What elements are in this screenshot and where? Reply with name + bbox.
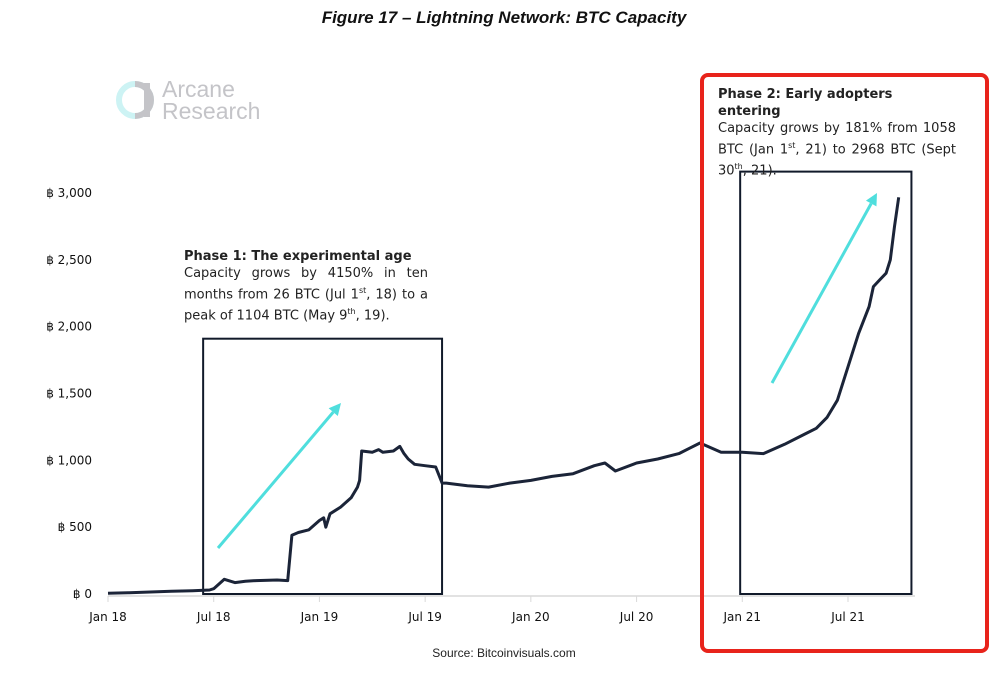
y-tick-label: ฿ 3,000 (46, 186, 92, 200)
source-note: Source: Bitcoinvisuals.com (432, 646, 576, 660)
phase1-body: Capacity grows by 4150% in ten months fr… (184, 266, 428, 324)
logo-text-line1: Arcane (162, 76, 235, 102)
x-tick-label: Jan 18 (88, 610, 127, 624)
capacity-line (107, 197, 901, 595)
x-tick-label: Jul 21 (830, 610, 865, 624)
phase1-box (202, 337, 444, 595)
x-tick-label: Jan 20 (511, 610, 550, 624)
y-tick-label: ฿ 2,500 (46, 253, 92, 267)
phase2-highlight-box (700, 73, 989, 653)
phase1-annotation: Phase 1: The experimental age Capacity g… (184, 248, 428, 325)
phase2-box (739, 170, 913, 595)
logo-icon (116, 81, 154, 119)
phase1-arrow-icon (216, 403, 341, 549)
x-tick-label: Jul 18 (196, 610, 231, 624)
phase1-heading: Phase 1: The experimental age (184, 249, 412, 264)
figure-title: Figure 17 – Lightning Network: BTC Capac… (321, 8, 687, 27)
y-tick-label: ฿ 500 (58, 520, 92, 534)
phase2-heading: Phase 2: Early adopters entering (718, 87, 893, 119)
y-tick-label: ฿ 2,000 (46, 320, 92, 334)
y-tick-label: ฿ 1,000 (46, 453, 92, 467)
phase2-arrow-icon (770, 193, 877, 384)
x-tick-label: Jul 20 (619, 610, 654, 624)
x-tick-label: Jan 19 (300, 610, 339, 624)
x-tick-label: Jul 19 (407, 610, 442, 624)
arcane-research-logo: Arcane Research (116, 76, 261, 124)
y-tick-label: ฿ 1,500 (46, 387, 92, 401)
y-tick-label: ฿ 0 (73, 587, 92, 601)
x-tick-label: Jan 21 (722, 610, 761, 624)
phase2-body: Capacity grows by 181% from 1058 BTC (Ja… (718, 121, 957, 179)
phase2-annotation: Phase 2: Early adopters entering Capacit… (718, 86, 956, 180)
logo-text-line2: Research (162, 98, 261, 124)
